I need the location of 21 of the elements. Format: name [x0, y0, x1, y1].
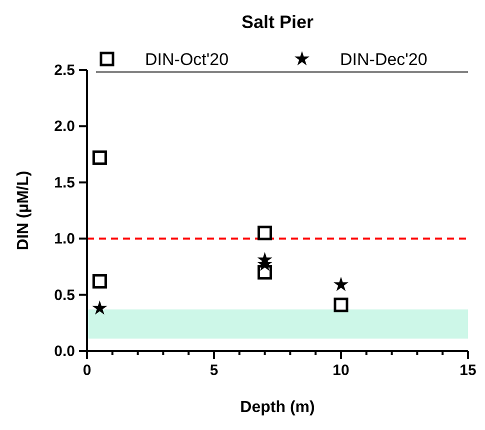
- point: [334, 298, 348, 312]
- y-tick-label: 2.0: [54, 118, 75, 136]
- x-tick-label: 0: [82, 362, 92, 379]
- x-axis-title: Depth (m): [240, 399, 315, 416]
- point: [333, 276, 349, 292]
- y-axis-title: DIN (µM/L): [15, 170, 32, 250]
- y-tick-label: 1.5: [54, 174, 75, 192]
- y-tick-label: 1.0: [54, 230, 75, 248]
- point: [92, 150, 107, 165]
- y-tick-label: 0.5: [54, 286, 75, 304]
- x-tick-label: 10: [332, 362, 350, 379]
- x-tick-label: 5: [210, 362, 218, 379]
- legend-label: DIN-Dec'20: [340, 50, 428, 69]
- y-tick-label: 2.5: [54, 62, 75, 79]
- x-tick-label: 15: [460, 362, 476, 379]
- chart-title: Salt Pier: [241, 12, 314, 32]
- y-tick-label: 0.0: [54, 343, 75, 360]
- legend-label: DIN-Oct'20: [145, 50, 229, 69]
- point: [92, 274, 107, 289]
- point: [92, 300, 108, 315]
- point: [258, 226, 272, 240]
